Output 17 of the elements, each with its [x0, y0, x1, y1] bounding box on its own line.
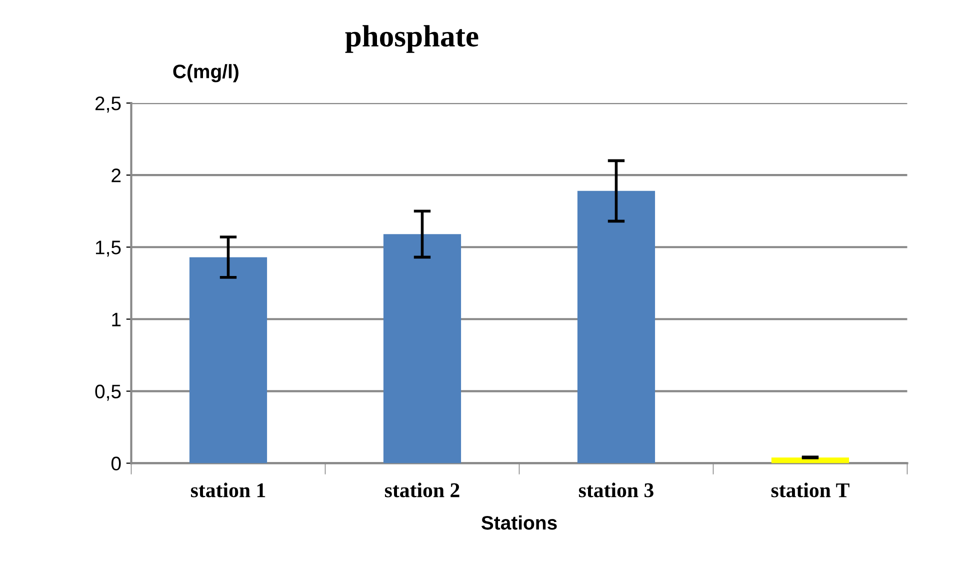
x-tick-label: station 3	[578, 482, 654, 498]
chart-title: phosphate	[345, 25, 478, 53]
y-tick-label: 1	[112, 312, 121, 326]
bar	[383, 234, 462, 464]
x-tick-label: station T	[771, 482, 850, 498]
y-tick-label: 2,5	[95, 96, 121, 113]
y-tick-label: 2	[112, 168, 121, 182]
y-tick-label: 0,5	[95, 384, 121, 401]
x-tick-label: station 1	[190, 482, 266, 498]
x-tick-label: station 2	[384, 482, 460, 498]
y-tick-label: 1,5	[96, 240, 121, 257]
bar	[771, 457, 850, 464]
y-axis-title: C(mg/l)	[173, 64, 238, 82]
x-axis-title: Stations	[481, 515, 557, 530]
bar	[189, 257, 268, 464]
bar	[577, 190, 656, 464]
y-tick-label: 0	[111, 456, 121, 470]
